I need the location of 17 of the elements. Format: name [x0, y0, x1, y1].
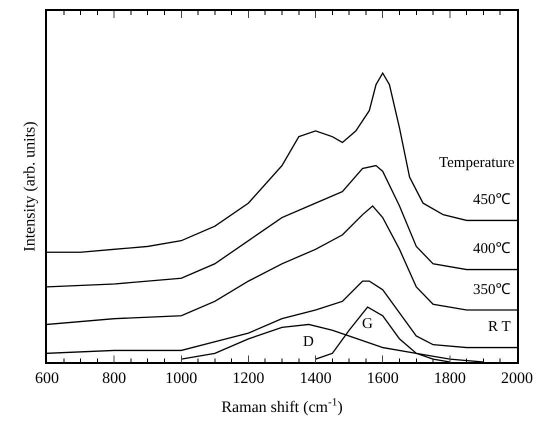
y-axis-title: Intensity (arb. units): [22, 121, 39, 252]
series-label: 350℃: [473, 282, 510, 298]
series-label: 400℃: [473, 241, 510, 257]
legend-title: Temperature: [439, 155, 515, 171]
x-tick-label: 1200: [232, 370, 264, 387]
x-tick-label: 600: [35, 370, 59, 387]
series-label: G: [362, 316, 373, 332]
x-tick-label: 1000: [165, 370, 198, 387]
x-tick-label: 1800: [434, 370, 466, 387]
series-label: R T: [488, 319, 511, 335]
x-tick-label: 1600: [366, 370, 399, 387]
x-axis-title: Raman shift (cm$^{-1}$): [221, 396, 343, 416]
x-tick-label: 1400: [300, 370, 332, 387]
series-label: D: [303, 334, 314, 350]
series-label: 450℃: [473, 192, 510, 208]
x-tick-label: 800: [102, 370, 126, 387]
x-tick-label: 2000: [501, 370, 533, 387]
